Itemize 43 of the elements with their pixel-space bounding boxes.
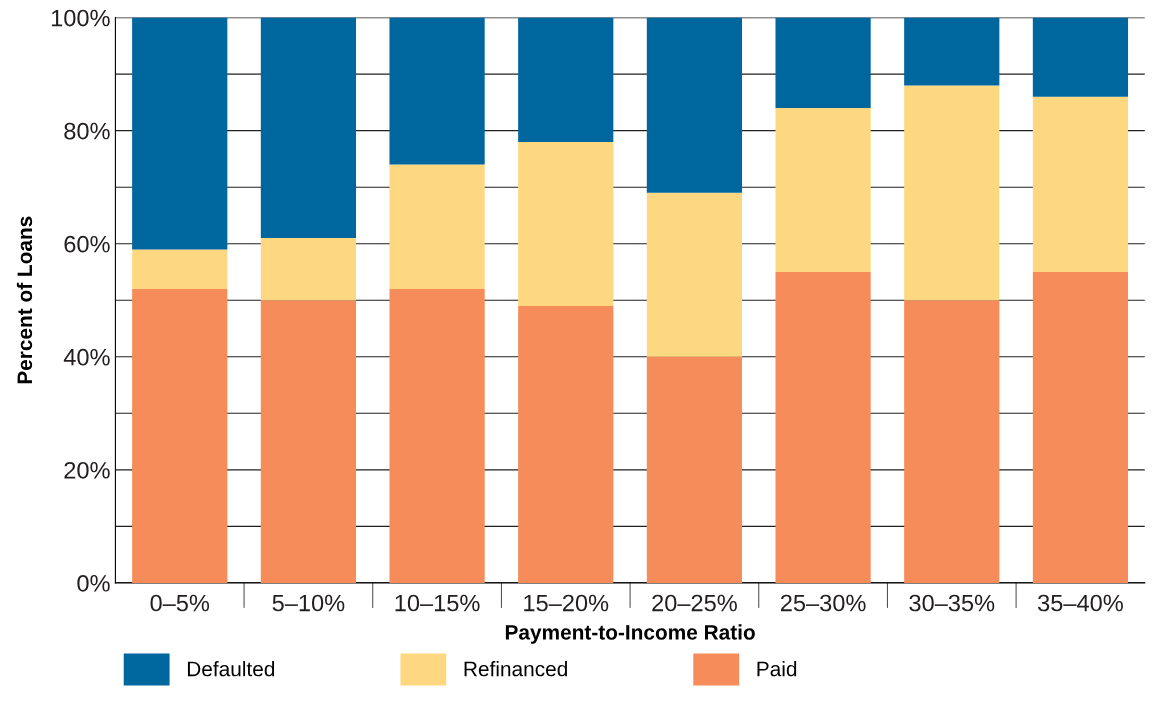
bar (904, 300, 1000, 583)
bar (389, 164, 485, 289)
x-tick-label: 25–30% (780, 594, 866, 612)
bar (132, 249, 228, 289)
y-tick-label: 20% (64, 461, 110, 479)
bar (389, 288, 485, 583)
bar (904, 85, 1000, 301)
bar (646, 356, 743, 583)
y-tick-label: 100% (51, 9, 110, 27)
legend-label: Paid (757, 661, 797, 677)
x-tick-label: 5–10% (272, 594, 345, 612)
bar (1032, 271, 1129, 583)
bar (389, 17, 485, 165)
bar (260, 300, 357, 583)
y-tick-label: 80% (64, 122, 110, 140)
bar (260, 17, 357, 239)
legend-label: Refinanced (464, 661, 567, 677)
y-tick-label: 60% (64, 235, 110, 253)
bar (1032, 96, 1129, 272)
bar (518, 141, 614, 306)
bar (775, 108, 871, 272)
bar (1032, 17, 1129, 97)
x-tick-label: 20–25% (652, 594, 737, 612)
y-tick-label: 0% (77, 574, 110, 592)
bar (518, 305, 614, 583)
x-axis-title: Payment-to-Income Ratio (505, 624, 755, 644)
bar (904, 17, 1000, 86)
bar (775, 17, 871, 109)
y-tick-label: 40% (63, 348, 110, 366)
bar (646, 17, 743, 193)
bar (775, 271, 871, 583)
y-axis-title: Percent of Loans (16, 216, 33, 384)
x-tick-label: 0–5% (150, 594, 210, 612)
x-tick-label: 15–20% (524, 594, 609, 612)
x-tick-label: 10–15% (395, 594, 480, 612)
bar (518, 17, 614, 142)
legend-label: Defaulted (187, 661, 275, 677)
bar (260, 238, 357, 301)
bar (646, 192, 743, 357)
x-tick-label: 30–35% (909, 594, 995, 612)
bar (132, 17, 228, 250)
x-tick-label: 35–40% (1038, 594, 1123, 612)
bar (132, 288, 228, 583)
